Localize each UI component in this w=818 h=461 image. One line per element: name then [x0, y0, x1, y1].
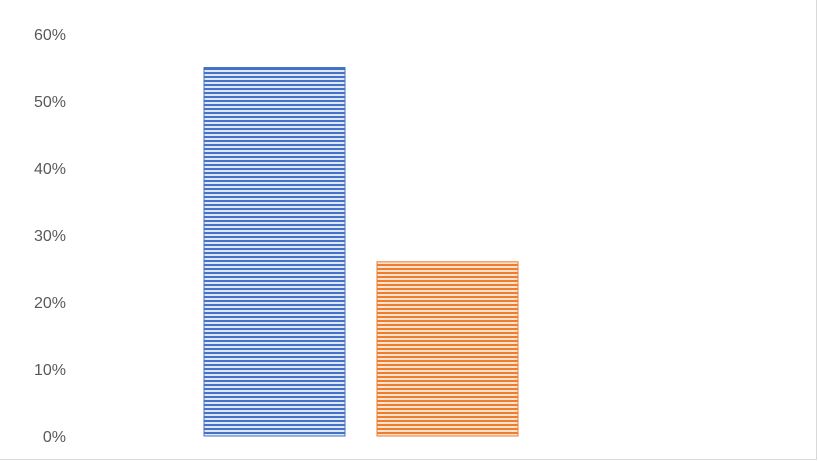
- y-tick-label: 60%: [34, 27, 66, 44]
- y-tick-label: 40%: [34, 161, 66, 178]
- y-tick-label: 50%: [34, 94, 66, 111]
- y-tick-label: 20%: [34, 295, 66, 312]
- bar-2: [376, 261, 519, 437]
- y-axis-tick-labels: 0% 10% 20% 30% 40% 50% 60%: [34, 27, 66, 446]
- y-tick-label: 10%: [34, 362, 66, 379]
- bars: [203, 67, 519, 437]
- y-tick-label: 0%: [43, 429, 66, 446]
- bar-1: [203, 67, 346, 437]
- y-tick-label: 30%: [34, 228, 66, 245]
